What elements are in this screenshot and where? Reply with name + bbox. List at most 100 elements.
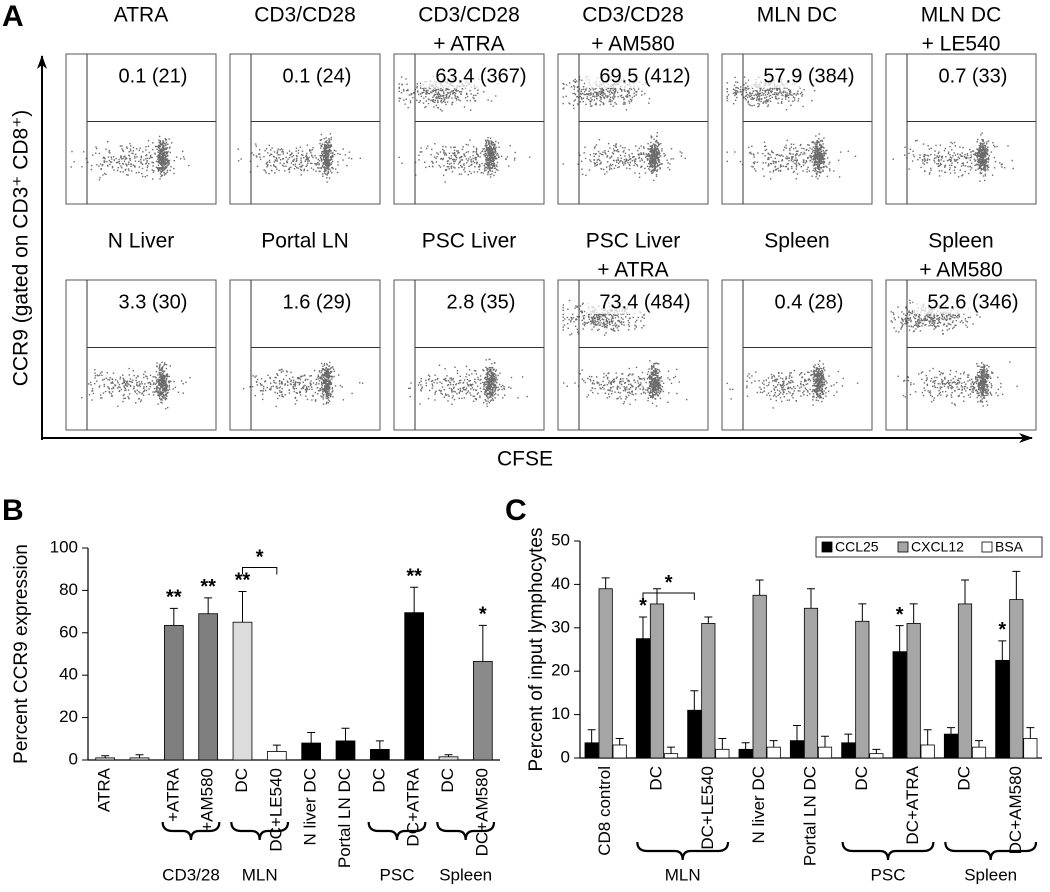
dot: [271, 153, 273, 156]
dot: [486, 149, 488, 151]
dot: [149, 374, 152, 376]
dot: [610, 91, 613, 93]
dot: [255, 145, 257, 147]
dot: [528, 156, 531, 158]
dot: [626, 95, 628, 97]
dot: [294, 397, 296, 399]
dot: [286, 162, 288, 164]
dot: [981, 168, 984, 170]
dot: [747, 79, 750, 81]
dot: [972, 150, 975, 152]
dot: [656, 142, 658, 144]
dot: [279, 391, 281, 393]
dot: [303, 157, 305, 159]
dot: [145, 162, 147, 165]
dot: [648, 97, 651, 100]
dot: [109, 377, 111, 379]
dot: [265, 163, 268, 165]
dot: [633, 87, 635, 89]
dot: [495, 164, 497, 166]
dot: [321, 396, 323, 398]
dot: [463, 106, 466, 108]
dot: [939, 162, 942, 165]
dot: [809, 156, 811, 158]
dot: [445, 103, 447, 106]
dot: [619, 160, 622, 162]
dot: [788, 92, 791, 95]
dot: [450, 155, 453, 157]
dot: [649, 166, 651, 168]
dot: [94, 372, 96, 374]
dot: [341, 386, 343, 388]
dot: [947, 152, 950, 155]
dot: [122, 163, 125, 165]
dot: [659, 167, 661, 169]
dot: [465, 162, 468, 164]
dot: [437, 97, 439, 99]
dot: [509, 144, 511, 147]
dot: [789, 93, 792, 96]
dot: [776, 92, 778, 94]
dot: [736, 86, 738, 89]
dot: [424, 161, 426, 163]
dot: [327, 151, 330, 153]
dot: [606, 171, 608, 173]
dot: [323, 376, 325, 378]
dot: [805, 159, 807, 162]
dot: [748, 103, 750, 106]
dot: [892, 158, 894, 160]
dot: [663, 155, 666, 157]
dot: [979, 158, 981, 161]
dot: [476, 393, 479, 395]
dot: [774, 157, 776, 160]
dot: [470, 158, 472, 161]
dot: [980, 149, 982, 151]
dot: [168, 138, 170, 140]
dot: [480, 390, 482, 393]
dot: [751, 87, 754, 89]
dot: [620, 157, 622, 159]
dot: [161, 386, 163, 389]
dot: [996, 145, 998, 148]
dot: [611, 92, 614, 94]
dot: [748, 94, 750, 96]
dot: [466, 95, 469, 98]
dot: [786, 94, 788, 96]
dot: [158, 168, 161, 170]
dot: [979, 157, 981, 159]
dot: [159, 142, 161, 145]
dot: [818, 164, 820, 167]
dot: [125, 383, 127, 385]
dot: [734, 151, 736, 153]
dot: [325, 383, 327, 386]
dot: [326, 388, 328, 390]
dot: [653, 163, 655, 165]
dot: [479, 395, 481, 397]
dot: [331, 378, 333, 380]
dot: [159, 383, 161, 386]
dot: [775, 154, 778, 156]
dot: [300, 174, 302, 176]
dot: [492, 162, 494, 165]
dot-cloud: [408, 358, 528, 408]
dot: [117, 405, 119, 407]
dot: [157, 151, 159, 153]
dot: [626, 91, 629, 93]
dot: [130, 165, 132, 168]
dot: [434, 89, 436, 92]
dot: [94, 375, 97, 377]
dot: [635, 91, 638, 93]
dot: [797, 90, 799, 92]
dot: [326, 164, 328, 167]
dot: [810, 156, 812, 159]
dot: [938, 159, 940, 161]
dot: [329, 150, 331, 152]
dot: [433, 94, 435, 97]
dot: [276, 392, 279, 394]
dot: [453, 153, 456, 155]
dot: [161, 386, 163, 388]
dot: [642, 146, 645, 148]
dot: [272, 385, 274, 388]
dot: [276, 152, 279, 154]
dot: [315, 170, 317, 172]
